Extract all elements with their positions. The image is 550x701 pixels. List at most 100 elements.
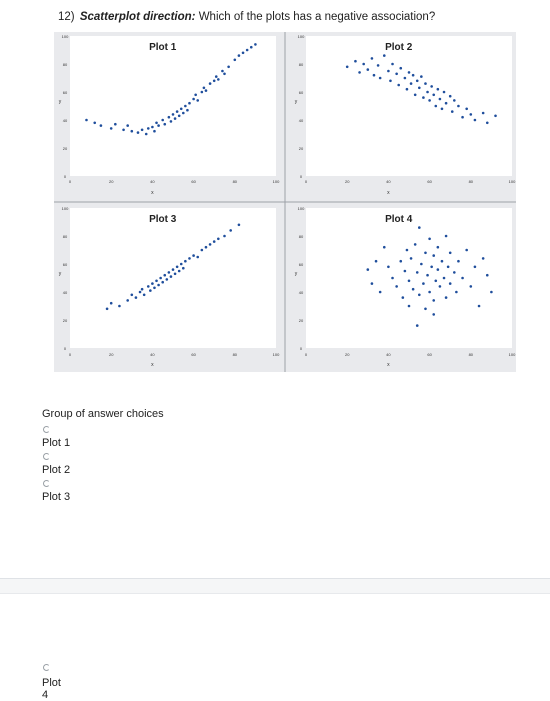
data-point xyxy=(192,254,195,257)
data-point xyxy=(436,245,440,249)
data-point xyxy=(134,296,138,299)
x-tick-label: 60 xyxy=(191,179,196,184)
data-point xyxy=(214,75,218,78)
data-point xyxy=(153,286,156,290)
data-point xyxy=(407,279,411,283)
radio-button[interactable] xyxy=(43,453,50,460)
choice-plot-2[interactable]: Plot 2 xyxy=(42,453,164,480)
data-point xyxy=(438,97,442,101)
data-point xyxy=(204,89,208,92)
data-point xyxy=(399,259,403,263)
radio-button[interactable] xyxy=(43,664,50,671)
data-point xyxy=(177,269,181,273)
data-point xyxy=(109,301,113,305)
data-point xyxy=(387,69,390,73)
x-tick-label: 80 xyxy=(233,179,238,184)
y-tick-label: 60 xyxy=(299,262,304,267)
data-point xyxy=(409,82,413,85)
data-point xyxy=(446,265,450,269)
choice-plot-1[interactable]: Plot 1 xyxy=(42,426,164,453)
data-point xyxy=(208,243,212,246)
radio-button[interactable] xyxy=(43,426,50,433)
data-point xyxy=(186,108,189,112)
y-tick-label: 80 xyxy=(299,234,304,239)
x-tick-label: 100 xyxy=(509,179,516,184)
y-tick-label: 60 xyxy=(63,262,68,267)
data-point xyxy=(126,299,129,302)
data-point xyxy=(241,51,245,55)
y-tick-label: 40 xyxy=(299,118,304,123)
data-point xyxy=(481,257,485,260)
data-point xyxy=(424,307,427,311)
data-point xyxy=(422,282,425,285)
data-point xyxy=(430,85,433,88)
x-tick-label: 80 xyxy=(469,179,474,184)
y-tick-label: 100 xyxy=(62,34,69,39)
y-tick-label: 100 xyxy=(298,206,305,211)
data-point xyxy=(378,290,382,294)
plot-2: Plot 2 0 20 40 60 80 100 y 0 20 40 60 80 100 x xyxy=(295,34,516,196)
data-point xyxy=(157,283,160,287)
data-point xyxy=(118,304,121,308)
data-point xyxy=(109,127,113,130)
data-point xyxy=(481,111,485,115)
x-tick-label: 40 xyxy=(386,352,391,357)
data-point xyxy=(432,254,436,257)
data-point xyxy=(391,62,394,66)
data-point xyxy=(457,259,460,263)
data-point xyxy=(415,324,419,327)
data-point xyxy=(424,251,427,255)
data-point xyxy=(448,282,452,285)
data-point xyxy=(171,268,175,271)
data-point xyxy=(196,255,200,259)
data-point xyxy=(413,243,417,246)
data-point xyxy=(382,54,386,57)
data-point xyxy=(202,86,206,90)
x-tick-label: 20 xyxy=(345,352,350,357)
data-point xyxy=(151,282,154,285)
data-point xyxy=(455,290,458,294)
data-point xyxy=(430,265,433,269)
data-point xyxy=(366,68,370,71)
data-point xyxy=(114,122,117,126)
data-point xyxy=(249,45,253,49)
choices-title: Group of answer choices xyxy=(42,408,164,420)
scatterplot-grid: Plot 1 0 20 40 60 80 100 y 0 20 40 60 80 100 x Plot 2 0 2… xyxy=(54,32,516,372)
data-point xyxy=(229,229,232,232)
choice-plot-3[interactable]: Plot 3 xyxy=(42,480,164,507)
data-point xyxy=(93,121,97,125)
data-point xyxy=(411,73,415,77)
y-tick-label: 20 xyxy=(299,318,304,323)
data-point xyxy=(477,304,481,308)
data-point xyxy=(175,110,179,113)
data-point xyxy=(370,57,374,60)
y-tick-label: 20 xyxy=(299,146,304,151)
data-point xyxy=(436,87,440,91)
data-point xyxy=(440,107,444,111)
data-point xyxy=(217,78,220,81)
data-point xyxy=(130,129,134,133)
data-point xyxy=(407,71,411,74)
data-point xyxy=(140,128,144,132)
data-point xyxy=(444,101,448,105)
x-tick-label: 0 xyxy=(69,179,72,184)
data-point xyxy=(146,285,150,288)
data-point xyxy=(428,290,431,294)
data-point xyxy=(494,114,497,118)
data-point xyxy=(461,276,464,280)
data-point xyxy=(184,259,187,263)
data-point xyxy=(366,268,370,271)
data-point xyxy=(169,120,173,123)
data-point xyxy=(173,272,177,276)
radio-button[interactable] xyxy=(43,480,50,487)
data-point xyxy=(389,79,392,83)
choice-label: Plot 1 xyxy=(42,437,71,449)
x-axis-label: x xyxy=(151,362,154,368)
data-point xyxy=(374,259,378,263)
data-point xyxy=(436,268,440,271)
plot-title: Plot 4 xyxy=(385,214,413,225)
data-point xyxy=(485,273,489,277)
data-point xyxy=(444,296,448,299)
data-point xyxy=(453,271,456,274)
data-point xyxy=(155,121,158,125)
